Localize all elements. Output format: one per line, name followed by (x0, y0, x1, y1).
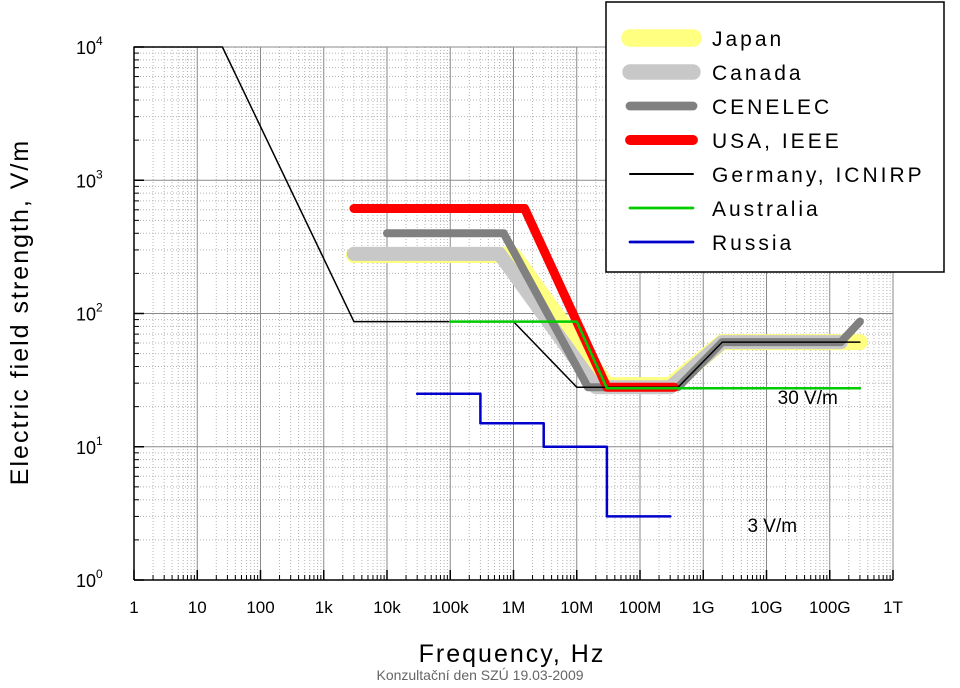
x-tick-label: 10M (560, 598, 593, 617)
tick-labels: 1 10 100 1k 10k 100k 1M 10M 100M 1G 10G 100G 1T 100 10… (76, 34, 903, 617)
x-tick-label: 100k (432, 598, 469, 617)
annotations: 30 V/m 3 V/m (747, 388, 837, 537)
x-tick-label: 100 (246, 598, 274, 617)
x-tick-label: 10G (750, 598, 782, 617)
x-axis-title: Frequency, Hz (419, 640, 606, 668)
series-germany-icnirp (133, 46, 861, 388)
series-russia (415, 392, 672, 518)
legend-canada-label: Canada (712, 62, 804, 85)
legend-cenelec-label: CENELEC (712, 96, 832, 119)
x-tick-label: 1M (502, 598, 526, 617)
legend-japan-label: Japan (712, 28, 784, 51)
legend: Japan Canada CENELEC USA, IEEE Germany, ICNI… (605, 1, 945, 273)
legend-australia-label: Australia (712, 198, 821, 221)
legend-russia-label: Russia (712, 232, 794, 255)
footer-text: Konzultační den SZÚ 19.03-2009 (376, 667, 584, 683)
y-tick-label: 102 (76, 301, 103, 325)
x-tick-label: 10 (188, 598, 207, 617)
x-tick-label: 10k (373, 598, 401, 617)
y-axis-title: Electric field strength, V/m (6, 139, 34, 485)
annotation-label: 30 V/m (778, 388, 838, 409)
legend-usa-ieee-label: USA, IEEE (712, 130, 842, 153)
annotation-label: 3 V/m (747, 516, 797, 537)
x-tick-label: 1T (883, 598, 903, 617)
y-tick-label: 101 (76, 434, 103, 458)
y-tick-label: 100 (76, 567, 103, 591)
legend-germany-icnirp-label: Germany, ICNIRP (712, 164, 925, 187)
axes (133, 46, 894, 581)
x-tick-label: 1k (315, 598, 333, 617)
y-tick-label: 103 (76, 167, 103, 191)
series-australia (449, 320, 862, 390)
y-tick-label: 104 (76, 34, 103, 58)
x-tick-label: 100M (619, 598, 662, 617)
x-tick-label: 1G (692, 598, 715, 617)
series-layer (133, 46, 868, 518)
x-tick-label: 100G (809, 598, 851, 617)
x-tick-label: 1 (129, 598, 138, 617)
